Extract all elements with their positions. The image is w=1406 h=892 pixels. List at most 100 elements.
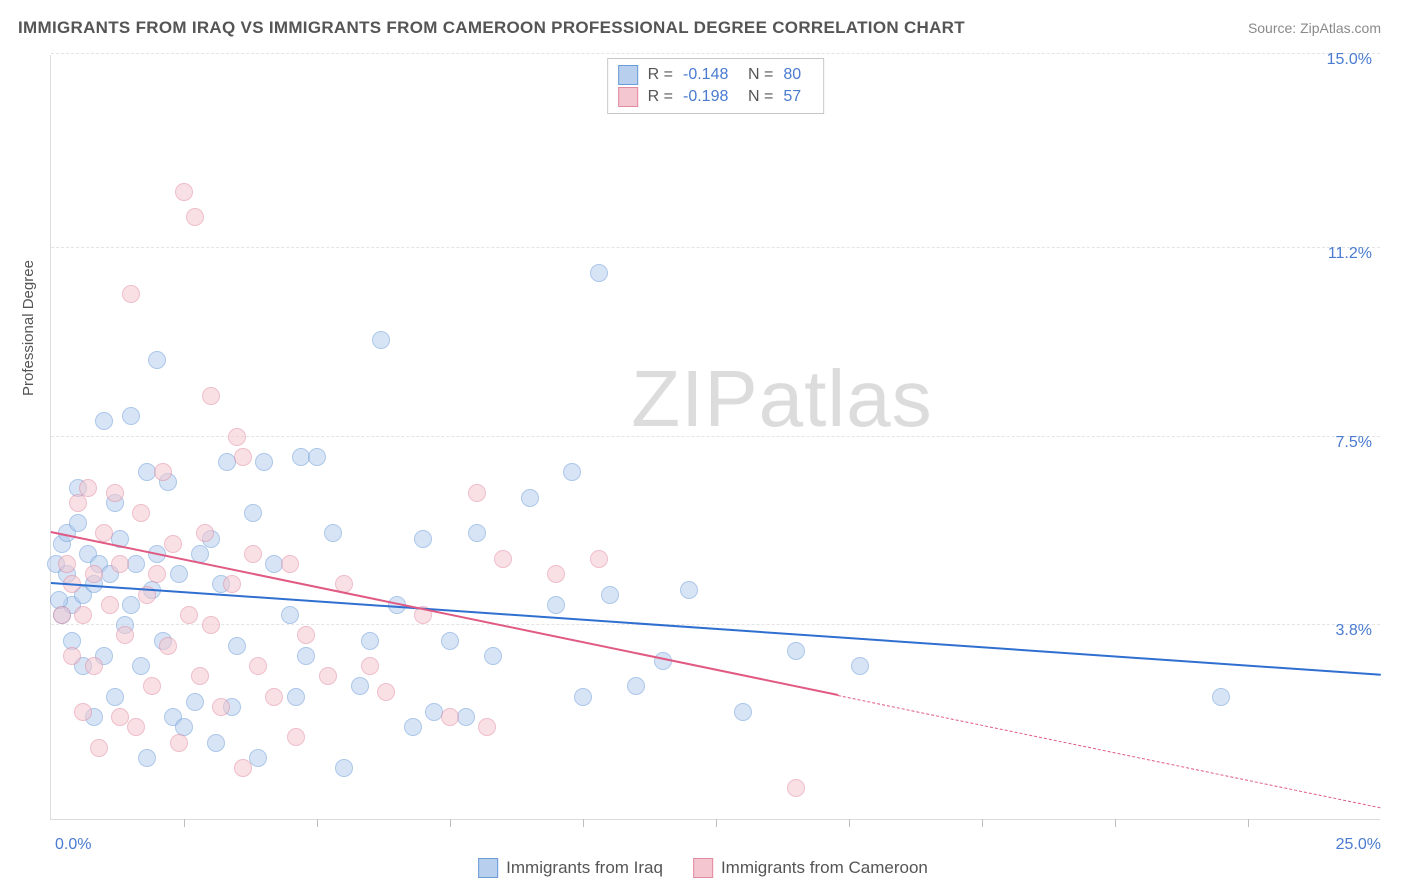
scatter-point <box>787 642 805 660</box>
scatter-point <box>521 489 539 507</box>
scatter-point <box>377 683 395 701</box>
stats-row: R =-0.198N =57 <box>618 86 814 108</box>
scatter-point <box>53 606 71 624</box>
chart-title: IMMIGRANTS FROM IRAQ VS IMMIGRANTS FROM … <box>18 18 965 38</box>
watermark: ZIPatlas <box>631 353 932 445</box>
scatter-point <box>414 530 432 548</box>
scatter-point <box>287 688 305 706</box>
scatter-point <box>148 351 166 369</box>
x-tick <box>1115 819 1116 827</box>
scatter-point <box>574 688 592 706</box>
scatter-point <box>234 759 252 777</box>
scatter-point <box>324 524 342 542</box>
x-axis-max-label: 25.0% <box>1336 836 1381 854</box>
scatter-point <box>191 667 209 685</box>
n-label: N = <box>748 88 773 106</box>
scatter-point <box>249 657 267 675</box>
scatter-point <box>95 412 113 430</box>
scatter-point <box>202 616 220 634</box>
scatter-point <box>175 183 193 201</box>
plot-area: ZIPatlas R =-0.148N =80R =-0.198N =57 3.… <box>50 55 1380 820</box>
bottom-legend: Immigrants from Iraq Immigrants from Came… <box>478 858 928 878</box>
y-tick-label: 11.2% <box>1328 245 1372 263</box>
scatter-point <box>563 463 581 481</box>
scatter-point <box>441 708 459 726</box>
stats-legend-box: R =-0.148N =80R =-0.198N =57 <box>607 58 825 114</box>
scatter-point <box>101 596 119 614</box>
scatter-point <box>132 504 150 522</box>
scatter-point <box>85 565 103 583</box>
scatter-point <box>361 657 379 675</box>
scatter-point <box>148 565 166 583</box>
scatter-point <box>212 698 230 716</box>
scatter-point <box>95 524 113 542</box>
x-axis-min-label: 0.0% <box>55 836 91 854</box>
scatter-point <box>170 734 188 752</box>
scatter-point <box>154 463 172 481</box>
grid-line <box>51 624 1380 625</box>
stats-row: R =-0.148N =80 <box>618 64 814 86</box>
scatter-point <box>116 626 134 644</box>
scatter-point <box>361 632 379 650</box>
scatter-point <box>170 565 188 583</box>
scatter-point <box>372 331 390 349</box>
scatter-point <box>308 448 326 466</box>
legend-label: Immigrants from Iraq <box>506 858 663 878</box>
scatter-point <box>111 555 129 573</box>
scatter-point <box>351 677 369 695</box>
regression-line <box>51 531 839 696</box>
scatter-point <box>478 718 496 736</box>
n-label: N = <box>748 66 773 84</box>
scatter-point <box>335 759 353 777</box>
scatter-point <box>58 555 76 573</box>
scatter-point <box>287 728 305 746</box>
legend-swatch <box>618 87 638 107</box>
scatter-point <box>734 703 752 721</box>
scatter-point <box>297 647 315 665</box>
scatter-point <box>234 448 252 466</box>
r-label: R = <box>648 88 673 106</box>
x-tick <box>982 819 983 827</box>
scatter-point <box>90 739 108 757</box>
scatter-point <box>590 550 608 568</box>
y-tick-label: 3.8% <box>1336 622 1372 640</box>
scatter-point <box>85 657 103 675</box>
scatter-point <box>164 535 182 553</box>
scatter-point <box>122 285 140 303</box>
scatter-point <box>79 479 97 497</box>
scatter-point <box>63 647 81 665</box>
legend-swatch <box>693 858 713 878</box>
r-value: -0.198 <box>683 88 738 106</box>
scatter-point <box>851 657 869 675</box>
scatter-point <box>132 657 150 675</box>
scatter-point <box>138 749 156 767</box>
scatter-point <box>265 688 283 706</box>
scatter-point <box>244 545 262 563</box>
x-tick <box>1248 819 1249 827</box>
r-value: -0.148 <box>683 66 738 84</box>
scatter-point <box>127 718 145 736</box>
y-tick-label: 15.0% <box>1327 51 1372 69</box>
scatter-point <box>106 688 124 706</box>
watermark-bold: ZIP <box>631 354 758 443</box>
scatter-point <box>196 524 214 542</box>
y-axis-label: Professional Degree <box>20 260 37 396</box>
scatter-point <box>122 596 140 614</box>
legend-item: Immigrants from Iraq <box>478 858 663 878</box>
legend-swatch <box>478 858 498 878</box>
legend-label: Immigrants from Cameroon <box>721 858 928 878</box>
x-tick <box>716 819 717 827</box>
scatter-point <box>186 693 204 711</box>
scatter-point <box>244 504 262 522</box>
regression-line <box>838 695 1381 808</box>
scatter-point <box>111 708 129 726</box>
scatter-point <box>1212 688 1230 706</box>
scatter-point <box>590 264 608 282</box>
scatter-point <box>122 407 140 425</box>
scatter-point <box>74 606 92 624</box>
grid-line <box>51 436 1380 437</box>
scatter-point <box>180 606 198 624</box>
scatter-point <box>547 596 565 614</box>
grid-line <box>51 53 1380 54</box>
scatter-point <box>281 606 299 624</box>
